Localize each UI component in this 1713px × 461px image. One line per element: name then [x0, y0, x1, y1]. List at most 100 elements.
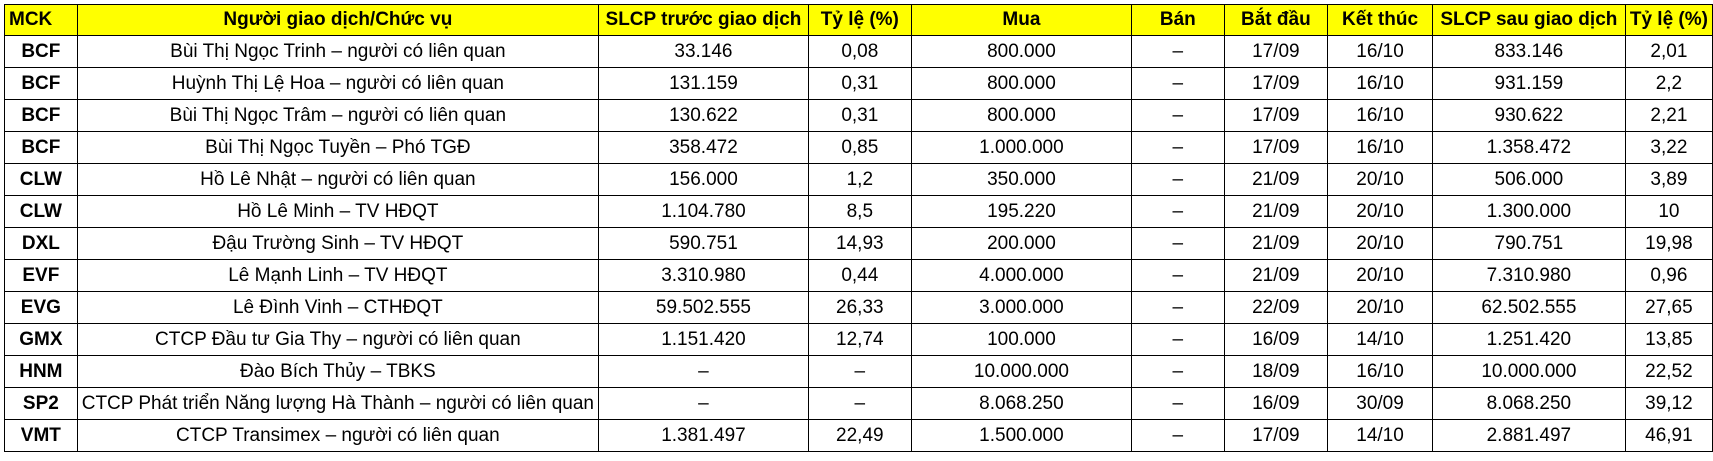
table-row: VMT CTCP Transimex – người có liên quan 1.… — [4, 419, 1713, 452]
shares-before-cell: 3.310.980 — [598, 259, 809, 292]
shares-after-cell: 2.881.497 — [1431, 419, 1626, 452]
trader-position-cell: Bùi Thị Ngọc Tuyền – Phó TGĐ — [76, 131, 600, 164]
sell-cell: – — [1131, 67, 1225, 100]
buy-cell: 200.000 — [910, 227, 1133, 260]
ratio-after-cell: 3,89 — [1624, 163, 1713, 196]
end-date-cell: 14/10 — [1327, 323, 1433, 356]
ratio-after-cell: 2,01 — [1624, 35, 1713, 68]
ratio-before-cell: 0,31 — [807, 67, 912, 100]
trader-position-cell: Bùi Thị Ngọc Trâm – người có liên quan — [76, 99, 600, 132]
shares-before-cell: 1.104.780 — [598, 195, 809, 228]
stock-code-cell: CLW — [4, 195, 78, 228]
shares-before-cell: 59.502.555 — [598, 291, 809, 324]
ratio-after-cell: 0,96 — [1624, 259, 1713, 292]
end-date-cell: 16/10 — [1327, 99, 1433, 132]
header-start-date: Bắt đầu — [1223, 4, 1329, 36]
ratio-after-cell: 22,52 — [1624, 355, 1713, 388]
stock-code-cell: BCF — [4, 99, 78, 132]
shares-before-cell: 33.146 — [598, 35, 809, 68]
buy-cell: 800.000 — [910, 35, 1133, 68]
buy-cell: 4.000.000 — [910, 259, 1133, 292]
stock-code-cell: DXL — [4, 227, 78, 260]
trader-position-cell: Bùi Thị Ngọc Trinh – người có liên quan — [76, 35, 600, 68]
buy-cell: 350.000 — [910, 163, 1133, 196]
buy-cell: 8.068.250 — [910, 387, 1133, 420]
ratio-before-cell: 0,85 — [807, 131, 912, 164]
start-date-cell: 17/09 — [1223, 131, 1329, 164]
shares-after-cell: 833.146 — [1431, 35, 1626, 68]
table-row: HNM Đào Bích Thủy – TBKS – –10.000.000–18/0… — [4, 355, 1713, 388]
header-trader-position: Người giao dịch/Chức vụ — [76, 4, 600, 36]
buy-cell: 1.500.000 — [910, 419, 1133, 452]
end-date-cell: 20/10 — [1327, 259, 1433, 292]
shares-after-cell: 1.251.420 — [1431, 323, 1626, 356]
end-date-cell: 20/10 — [1327, 227, 1433, 260]
start-date-cell: 21/09 — [1223, 195, 1329, 228]
stock-code-cell: BCF — [4, 35, 78, 68]
sell-cell: – — [1131, 163, 1225, 196]
ratio-before-cell: 12,74 — [807, 323, 912, 356]
start-date-cell: 17/09 — [1223, 419, 1329, 452]
stock-code-cell: CLW — [4, 163, 78, 196]
stock-code-cell: SP2 — [4, 387, 78, 420]
start-date-cell: 18/09 — [1223, 355, 1329, 388]
sell-cell: – — [1131, 99, 1225, 132]
header-sell: Bán — [1131, 4, 1225, 36]
end-date-cell: 16/10 — [1327, 131, 1433, 164]
ratio-before-cell: 26,33 — [807, 291, 912, 324]
table-row: SP2 CTCP Phát triển Năng lượng Hà Thành –… — [4, 387, 1713, 420]
shares-after-cell: 1.358.472 — [1431, 131, 1626, 164]
sell-cell: – — [1131, 419, 1225, 452]
sell-cell: – — [1131, 291, 1225, 324]
header-end-date: Kết thúc — [1327, 4, 1433, 36]
table-row: DXL Đậu Trường Sinh – TV HĐQT 590.751 14,93… — [4, 227, 1713, 260]
sell-cell: – — [1131, 195, 1225, 228]
start-date-cell: 21/09 — [1223, 227, 1329, 260]
end-date-cell: 20/10 — [1327, 163, 1433, 196]
shares-before-cell: 156.000 — [598, 163, 809, 196]
end-date-cell: 20/10 — [1327, 195, 1433, 228]
ratio-before-cell: – — [807, 355, 912, 388]
table-row: GMX CTCP Đầu tư Gia Thy – người có liên q… — [4, 323, 1713, 356]
stock-code-cell: EVG — [4, 291, 78, 324]
trader-position-cell: Lê Mạnh Linh – TV HĐQT — [76, 259, 600, 292]
stock-code-cell: EVF — [4, 259, 78, 292]
trader-position-cell: Huỳnh Thị Lệ Hoa – người có liên quan — [76, 67, 600, 100]
ratio-after-cell: 2,21 — [1624, 99, 1713, 132]
start-date-cell: 21/09 — [1223, 163, 1329, 196]
table-row: BCF Huỳnh Thị Lệ Hoa – người có liên quan… — [4, 67, 1713, 100]
shares-before-cell: 130.622 — [598, 99, 809, 132]
table-row: EVG Lê Đình Vinh – CTHĐQT 59.502.555 26,33 3… — [4, 291, 1713, 324]
trader-position-cell: CTCP Đầu tư Gia Thy – người có liên quan — [76, 323, 600, 356]
start-date-cell: 21/09 — [1223, 259, 1329, 292]
header-ratio-before: Tỷ lệ (%) — [807, 4, 912, 36]
buy-cell: 10.000.000 — [910, 355, 1133, 388]
shares-after-cell: 8.068.250 — [1431, 387, 1626, 420]
shares-before-cell: 590.751 — [598, 227, 809, 260]
stock-code-cell: VMT — [4, 419, 78, 452]
shares-after-cell: 790.751 — [1431, 227, 1626, 260]
trader-position-cell: Đậu Trường Sinh – TV HĐQT — [76, 227, 600, 260]
shares-before-cell: 1.381.497 — [598, 419, 809, 452]
shares-before-cell: 131.159 — [598, 67, 809, 100]
trader-position-cell: Đào Bích Thủy – TBKS — [76, 355, 600, 388]
sell-cell: – — [1131, 323, 1225, 356]
buy-cell: 800.000 — [910, 99, 1133, 132]
shares-after-cell: 506.000 — [1431, 163, 1626, 196]
ratio-before-cell: 8,5 — [807, 195, 912, 228]
header-row: MCK Người giao dịch/Chức vụ SLCP trước g… — [4, 4, 1713, 36]
table-row: EVF Lê Mạnh Linh – TV HĐQT 3.310.980 0,44 4.… — [4, 259, 1713, 292]
header-buy: Mua — [910, 4, 1133, 36]
sell-cell: – — [1131, 355, 1225, 388]
ratio-before-cell: 0,08 — [807, 35, 912, 68]
table-row: CLW Hồ Lê Nhật – người có liên quan 156.00… — [4, 163, 1713, 196]
ratio-after-cell: 10 — [1624, 195, 1713, 228]
stock-code-cell: BCF — [4, 67, 78, 100]
shares-after-cell: 931.159 — [1431, 67, 1626, 100]
start-date-cell: 17/09 — [1223, 99, 1329, 132]
end-date-cell: 20/10 — [1327, 291, 1433, 324]
end-date-cell: 16/10 — [1327, 67, 1433, 100]
ratio-after-cell: 3,22 — [1624, 131, 1713, 164]
end-date-cell: 30/09 — [1327, 387, 1433, 420]
buy-cell: 195.220 — [910, 195, 1133, 228]
